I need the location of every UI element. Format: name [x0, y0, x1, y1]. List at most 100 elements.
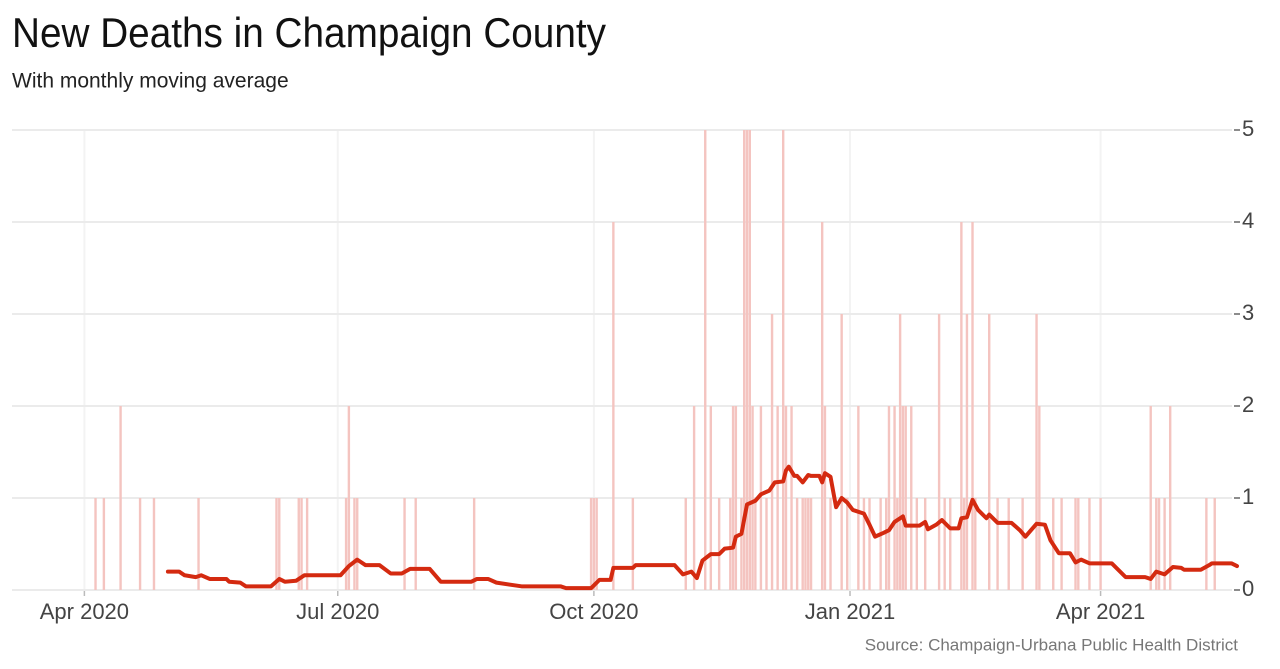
bar — [901, 406, 905, 590]
bar — [94, 498, 97, 590]
bar — [1007, 498, 1010, 590]
bar — [740, 498, 743, 590]
bar — [704, 130, 707, 590]
y-tick-label: 2 — [1242, 392, 1254, 417]
x-tick-label: Oct 2020 — [549, 599, 638, 624]
bar — [962, 498, 966, 590]
chart-subtitle: With monthly moving average — [12, 70, 289, 93]
source-note: Source: Champaign-Urbana Public Health D… — [865, 635, 1238, 654]
bar — [996, 498, 999, 590]
bar — [347, 406, 351, 590]
bar — [1155, 498, 1158, 590]
bar — [937, 314, 941, 590]
bar — [197, 498, 200, 590]
bar — [949, 498, 952, 590]
bar — [102, 498, 106, 590]
bar — [754, 498, 757, 590]
x-tick-label: Jul 2020 — [296, 599, 379, 624]
bar — [1157, 498, 1161, 590]
y-tick-label: 5 — [1242, 116, 1254, 141]
bar — [684, 498, 687, 590]
bar — [770, 314, 774, 590]
bar — [344, 498, 348, 590]
bar — [734, 406, 738, 590]
bar — [829, 498, 832, 590]
bar — [1088, 498, 1091, 590]
bar — [885, 498, 888, 590]
bar — [612, 222, 615, 590]
bar — [589, 498, 593, 590]
bar — [745, 130, 749, 590]
y-tick-label: 4 — [1242, 208, 1254, 233]
bar — [915, 498, 919, 590]
bar — [809, 498, 813, 590]
bar — [592, 498, 596, 590]
bar — [729, 498, 732, 590]
bar — [152, 498, 156, 590]
bar — [804, 498, 807, 590]
bar — [910, 406, 913, 590]
bar — [898, 314, 902, 590]
x-tick-label: Apr 2020 — [40, 599, 129, 624]
y-tick-label: 3 — [1242, 300, 1254, 325]
y-tick-label: 0 — [1242, 576, 1254, 601]
bar — [1163, 498, 1166, 590]
bar — [414, 498, 417, 590]
x-tick-label: Apr 2021 — [1056, 599, 1145, 624]
bar — [692, 406, 696, 590]
bar — [971, 222, 974, 590]
bar — [356, 498, 359, 590]
bar — [305, 498, 309, 590]
bar — [472, 498, 476, 590]
y-tick-label: 1 — [1242, 484, 1254, 509]
bar — [943, 498, 946, 590]
bar — [823, 406, 827, 590]
bar — [759, 406, 763, 590]
bar — [1168, 406, 1172, 590]
bar — [119, 406, 122, 590]
bar — [353, 498, 356, 590]
bar — [1213, 498, 1216, 590]
bar — [278, 498, 281, 590]
bar — [765, 498, 768, 590]
bar — [709, 406, 713, 590]
bar — [748, 130, 751, 590]
bar — [801, 498, 804, 590]
bar — [896, 498, 899, 590]
bar — [820, 222, 824, 590]
bar — [300, 498, 303, 590]
bar — [1077, 498, 1080, 590]
bar — [862, 498, 866, 590]
bar — [790, 406, 793, 590]
bar — [807, 498, 810, 590]
bar — [751, 406, 754, 590]
bar — [988, 314, 991, 590]
bar — [138, 498, 142, 590]
bar — [840, 314, 843, 590]
bar — [1035, 314, 1038, 590]
bar — [275, 498, 278, 590]
bar — [631, 498, 635, 590]
bar — [904, 406, 907, 590]
bar — [781, 130, 785, 590]
bar — [960, 222, 963, 590]
x-tick-label: Jan 2021 — [805, 599, 896, 624]
bar — [1205, 498, 1208, 590]
bar — [1149, 406, 1152, 590]
bar — [776, 406, 779, 590]
bar — [795, 498, 799, 590]
bar — [879, 498, 882, 590]
bar — [893, 406, 896, 590]
bar — [403, 498, 406, 590]
bar — [784, 406, 788, 590]
bar — [743, 130, 746, 590]
bar — [923, 498, 927, 590]
bar — [846, 498, 849, 590]
bar — [868, 498, 871, 590]
chart-title: New Deaths in Champaign County — [12, 9, 606, 56]
bar — [1074, 498, 1077, 590]
bar — [887, 406, 891, 590]
bar — [1021, 498, 1024, 590]
bar — [1060, 498, 1063, 590]
